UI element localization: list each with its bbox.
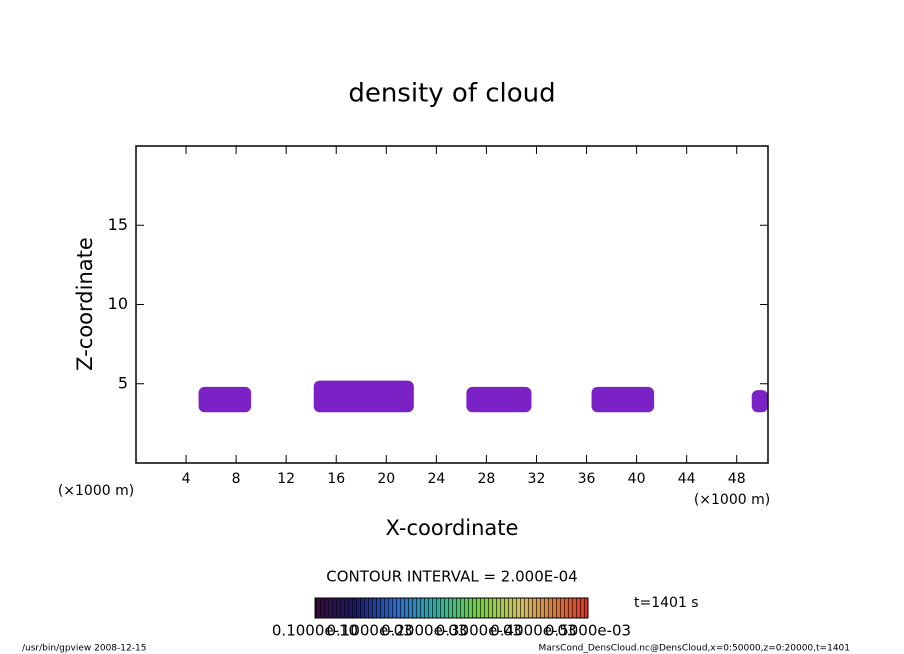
footer-right: MarsCond_DensCloud.nc@DensCloud,x=0:5000… <box>539 644 851 654</box>
x-axis-label: X-coordinate <box>386 516 519 540</box>
colorbar-label: 0.1000e-03 <box>326 622 412 640</box>
x-tick-label: 20 <box>377 471 395 487</box>
colorbar-stripes <box>315 598 588 618</box>
colorbar-label: 0.1000e-10 <box>272 622 358 640</box>
cloud-region <box>313 380 414 413</box>
x-tick-label: 8 <box>232 471 241 487</box>
colorbar-label: 0.2000e-03 <box>381 622 467 640</box>
x-tick-label: 32 <box>528 471 546 487</box>
y-tick-label: 10 <box>108 294 128 313</box>
x-tick-label: 40 <box>628 471 646 487</box>
plot-frame <box>135 145 769 464</box>
y-unit: (×1000 m) <box>58 483 134 499</box>
x-tick-label: 16 <box>327 471 345 487</box>
x-tick-label: 4 <box>182 471 191 487</box>
x-tick-label: 48 <box>728 471 746 487</box>
x-tick-label: 24 <box>427 471 445 487</box>
cloud-region <box>751 390 768 413</box>
time-label: t=1401 s <box>634 595 699 611</box>
contour-interval: CONTOUR INTERVAL = 2.000E-04 <box>326 568 577 586</box>
colorbar-label: 0.5000e-03 <box>545 622 631 640</box>
footer-left: /usr/bin/gpview 2008-12-15 <box>22 644 146 654</box>
cloud-region <box>198 386 252 413</box>
x-unit: (×1000 m) <box>694 492 770 508</box>
x-tick-label: 12 <box>277 471 295 487</box>
chart-title: density of cloud <box>348 79 555 109</box>
x-tick-label: 28 <box>478 471 496 487</box>
y-tick-label: 5 <box>118 373 128 392</box>
y-tick-label: 15 <box>108 215 128 234</box>
x-tick-label: 36 <box>578 471 596 487</box>
cloud-region <box>591 386 655 413</box>
x-tick-label: 44 <box>678 471 696 487</box>
y-axis-label: Z-coordinate <box>73 237 97 371</box>
colorbar-label: 0.4000e-03 <box>490 622 576 640</box>
cloud-region <box>466 386 532 413</box>
colorbar-label: 0.3000e-03 <box>436 622 522 640</box>
